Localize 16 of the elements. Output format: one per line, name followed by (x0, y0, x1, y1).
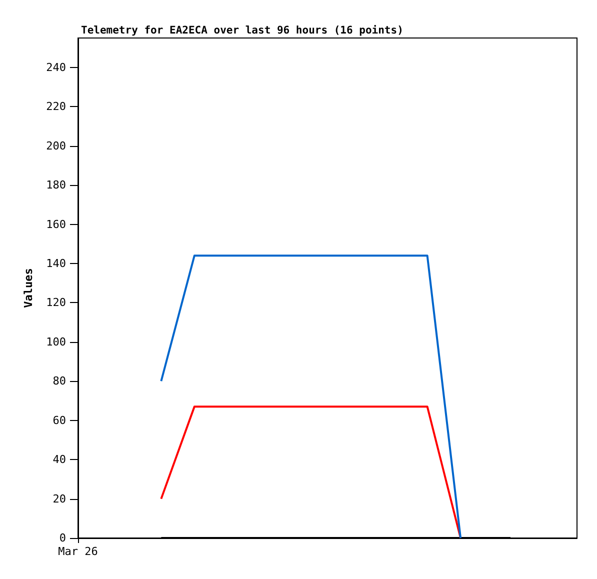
y-tick-label: 100 (46, 335, 66, 348)
chart-title: Telemetry for EA2ECA over last 96 hours (16 points) (81, 24, 404, 36)
y-tick-label: 160 (46, 218, 66, 231)
y-axis-title: Values (22, 268, 35, 308)
y-tick-label: 240 (46, 60, 66, 74)
x-tick-label: Mar 26 (58, 545, 98, 558)
y-tick-label: 180 (46, 178, 66, 192)
y-tick-label: 60 (52, 414, 66, 427)
y-tick-label: 0 (59, 532, 66, 544)
y-tick-label: 200 (46, 139, 66, 152)
y-tick-label: 220 (46, 100, 66, 114)
y-tick-label: 80 (52, 374, 66, 388)
y-tick-label: 40 (52, 453, 66, 466)
y-tick-label: 140 (46, 256, 66, 270)
y-tick-label: 120 (46, 296, 66, 310)
y-tick-label: 20 (52, 492, 66, 506)
